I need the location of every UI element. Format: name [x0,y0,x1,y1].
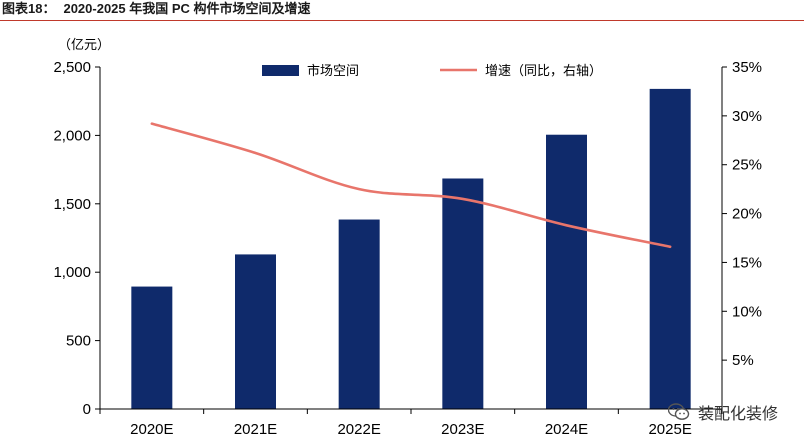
wechat-icon [667,403,690,421]
y-right-tick-label: 15% [732,254,762,271]
bar [235,254,276,409]
x-tick-label: 2022E [337,421,380,438]
watermark-text: 装配化装修 [697,406,778,423]
title-divider [0,20,804,21]
growth-line [150,122,672,249]
x-tick-label: 2023E [441,421,484,438]
figure-title: 图表18： 2020-2025 年我国 PC 构件市场空间及增速 [2,0,311,18]
y-right-tick-label: 35% [732,59,762,76]
y-left-tick-label: 2,000 [53,127,91,144]
x-tick-label: 2024E [545,421,588,438]
y-right-tick-label: 25% [732,157,762,174]
legend-label-line: 增速（同比，右轴） [485,63,602,78]
bar [131,286,173,409]
y-right-tick-label: 30% [732,108,762,125]
y-left-tick-label: 2,500 [53,59,91,76]
legend-label-bar: 市场空间 [307,63,359,78]
bar [442,178,484,409]
y-right-tick-label: 20% [732,206,762,223]
y-left-unit-label: （亿元） [58,37,110,52]
legend-swatch-bar [262,65,299,76]
bar [546,134,587,409]
x-tick-label: 2021E [234,421,277,438]
y-left-tick-label: 1,500 [53,196,91,213]
bar [649,88,691,409]
figure-title-text: 2020-2025 年我国 PC 构件市场空间及增速 [63,1,311,16]
y-left-tick-label: 1,000 [53,264,91,281]
y-right-tick-label: 5% [732,352,754,369]
y-left-tick-label: 0 [83,401,91,418]
figure-number: 图表18： [2,1,56,16]
watermark: 装配化装修 [667,400,778,424]
y-right-tick-label: 10% [732,303,762,320]
bar [338,219,380,409]
y-left-tick-label: 500 [66,333,91,350]
x-tick-label: 2020E [130,421,173,438]
x-tick-label: 2025E [648,421,691,438]
